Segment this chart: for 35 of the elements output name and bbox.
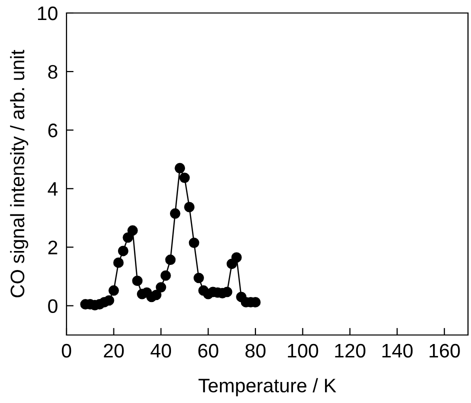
y-tick-label: 8: [48, 65, 58, 79]
point: [194, 272, 204, 284]
point: [160, 270, 171, 281]
point: [231, 252, 242, 263]
point: [174, 162, 186, 174]
x-tick-label: 60: [198, 344, 218, 358]
point: [170, 208, 180, 219]
x-tick-label: 80: [245, 344, 266, 358]
point: [184, 202, 195, 212]
x-tick-label: 100: [288, 344, 318, 358]
y-tick-label: 6: [48, 124, 58, 138]
point: [127, 225, 138, 236]
point: [132, 276, 143, 286]
x-tick-label: 0: [62, 344, 72, 358]
x-tick-label: 40: [150, 344, 172, 358]
y-tick-label: 0: [48, 299, 58, 313]
point: [179, 172, 190, 184]
point: [104, 295, 114, 306]
point: [118, 246, 128, 256]
point: [165, 254, 176, 265]
y-tick-label: 2: [48, 240, 58, 254]
point: [122, 232, 134, 243]
x-tick-label: 140: [382, 344, 413, 358]
point: [113, 257, 124, 268]
x-tick-label: 160: [430, 344, 460, 358]
x-tick-label: 120: [335, 344, 366, 358]
point: [156, 282, 166, 292]
point: [188, 238, 200, 248]
y-axis-title: CO signal intensity / arb. unit: [10, 50, 28, 298]
point: [151, 290, 162, 300]
y-tick-label: 10: [38, 6, 58, 20]
y-tick-label: 4: [48, 182, 58, 196]
x-tick-label: 20: [104, 344, 124, 358]
x-axis-title: Temperature / K: [198, 378, 336, 396]
point: [108, 285, 119, 296]
